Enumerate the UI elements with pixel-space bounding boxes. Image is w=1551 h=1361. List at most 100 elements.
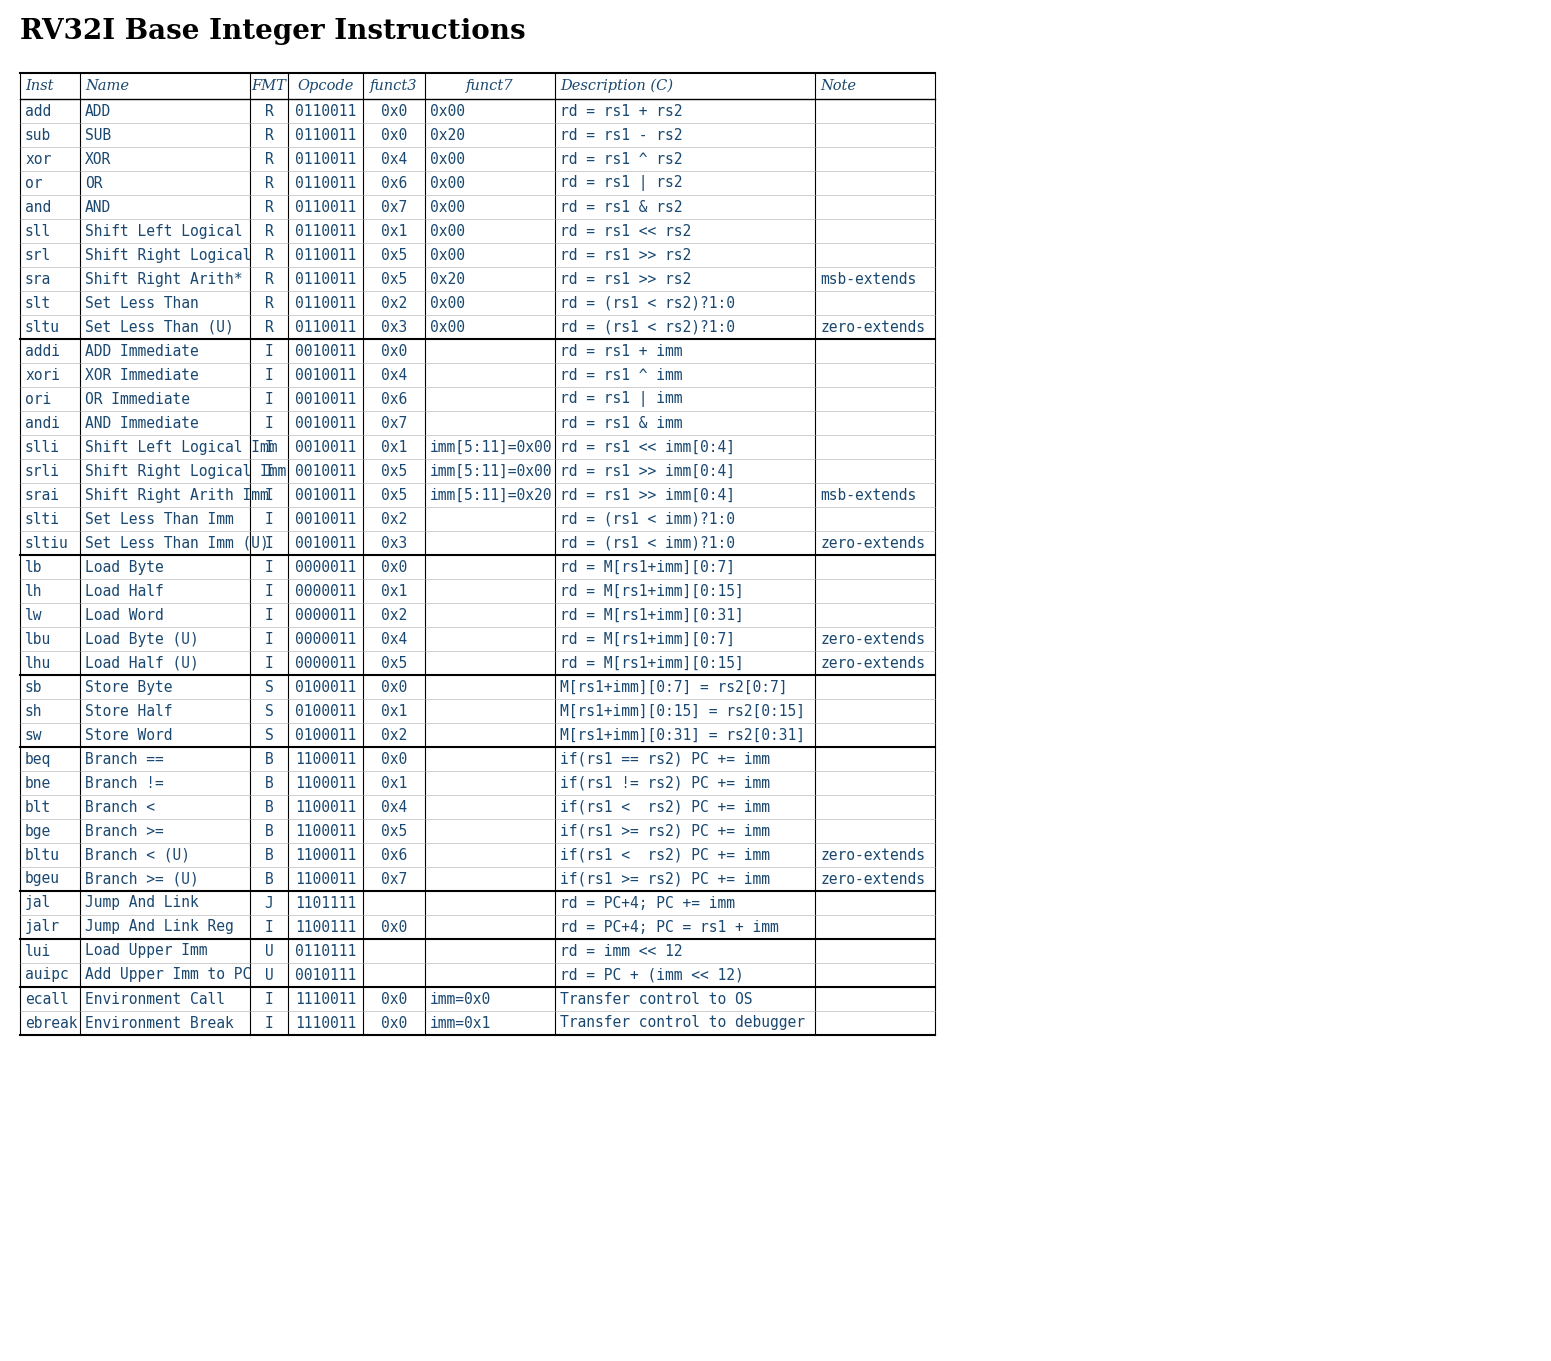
Text: sb: sb — [25, 679, 42, 694]
Text: xor: xor — [25, 151, 51, 166]
Text: B: B — [265, 799, 273, 814]
Text: sltiu: sltiu — [25, 535, 68, 550]
Text: slli: slli — [25, 440, 60, 455]
Text: msb-extends: msb-extends — [820, 271, 917, 287]
Text: Set Less Than (U): Set Less Than (U) — [85, 320, 234, 335]
Text: sw: sw — [25, 728, 42, 743]
Text: if(rs1 != rs2) PC += imm: if(rs1 != rs2) PC += imm — [560, 776, 769, 791]
Text: Jump And Link: Jump And Link — [85, 896, 199, 911]
Text: AND Immediate: AND Immediate — [85, 415, 199, 430]
Text: sub: sub — [25, 128, 51, 143]
Text: rd = rs1 >> imm[0:4]: rd = rs1 >> imm[0:4] — [560, 487, 735, 502]
Text: Branch !=: Branch != — [85, 776, 164, 791]
Text: msb-extends: msb-extends — [820, 487, 917, 502]
Text: Transfer control to debugger: Transfer control to debugger — [560, 1015, 805, 1030]
Text: FMT: FMT — [251, 79, 287, 93]
Text: zero-extends: zero-extends — [820, 535, 924, 550]
Text: 1101111: 1101111 — [295, 896, 357, 911]
Text: ecall: ecall — [25, 992, 68, 1007]
Text: SUB: SUB — [85, 128, 112, 143]
Text: slt: slt — [25, 295, 51, 310]
Text: 0010011: 0010011 — [295, 464, 357, 479]
Text: I: I — [265, 656, 273, 671]
Text: 0010011: 0010011 — [295, 487, 357, 502]
Text: 0x1: 0x1 — [382, 584, 406, 599]
Text: 0000011: 0000011 — [295, 559, 357, 574]
Text: Load Word: Load Word — [85, 607, 164, 622]
Text: srli: srli — [25, 464, 60, 479]
Text: beq: beq — [25, 751, 51, 766]
Text: 0x0: 0x0 — [382, 992, 406, 1007]
Text: 0110111: 0110111 — [295, 943, 357, 958]
Text: bgeu: bgeu — [25, 871, 60, 886]
Text: rd = rs1 - rs2: rd = rs1 - rs2 — [560, 128, 682, 143]
Text: 0110011: 0110011 — [295, 223, 357, 238]
Text: Store Word: Store Word — [85, 728, 172, 743]
Text: Branch ==: Branch == — [85, 751, 164, 766]
Text: Store Half: Store Half — [85, 704, 172, 719]
Text: I: I — [265, 992, 273, 1007]
Text: 0110011: 0110011 — [295, 176, 357, 191]
Text: OR Immediate: OR Immediate — [85, 392, 191, 407]
Text: B: B — [265, 776, 273, 791]
Text: Description (C): Description (C) — [560, 79, 673, 93]
Text: 0x0: 0x0 — [382, 128, 406, 143]
Text: I: I — [265, 367, 273, 382]
Text: S: S — [265, 704, 273, 719]
Text: rd = rs1 >> imm[0:4]: rd = rs1 >> imm[0:4] — [560, 464, 735, 479]
Text: 0110011: 0110011 — [295, 200, 357, 215]
Text: 0110011: 0110011 — [295, 295, 357, 310]
Text: I: I — [265, 535, 273, 550]
Text: 0x00: 0x00 — [430, 200, 465, 215]
Text: 0x5: 0x5 — [382, 464, 406, 479]
Text: R: R — [265, 103, 273, 118]
Text: Inst: Inst — [25, 79, 53, 93]
Text: 1100011: 1100011 — [295, 848, 357, 863]
Text: lh: lh — [25, 584, 42, 599]
Text: 0000011: 0000011 — [295, 656, 357, 671]
Text: bge: bge — [25, 823, 51, 838]
Text: 0x7: 0x7 — [382, 200, 406, 215]
Text: lhu: lhu — [25, 656, 51, 671]
Text: S: S — [265, 679, 273, 694]
Text: 0x00: 0x00 — [430, 176, 465, 191]
Text: R: R — [265, 151, 273, 166]
Text: 0x5: 0x5 — [382, 271, 406, 287]
Text: auipc: auipc — [25, 968, 68, 983]
Text: or: or — [25, 176, 42, 191]
Text: Shift Right Logical Imm: Shift Right Logical Imm — [85, 464, 287, 479]
Text: RV32I Base Integer Instructions: RV32I Base Integer Instructions — [20, 18, 526, 45]
Text: if(rs1 >= rs2) PC += imm: if(rs1 >= rs2) PC += imm — [560, 871, 769, 886]
Text: bltu: bltu — [25, 848, 60, 863]
Text: 1100111: 1100111 — [295, 920, 357, 935]
Text: 0010011: 0010011 — [295, 343, 357, 358]
Text: Load Half: Load Half — [85, 584, 164, 599]
Text: 0100011: 0100011 — [295, 704, 357, 719]
Text: 0x5: 0x5 — [382, 656, 406, 671]
Text: XOR Immediate: XOR Immediate — [85, 367, 199, 382]
Text: rd = M[rs1+imm][0:7]: rd = M[rs1+imm][0:7] — [560, 632, 735, 646]
Text: 0x1: 0x1 — [382, 776, 406, 791]
Text: Opcode: Opcode — [298, 79, 354, 93]
Text: 0x5: 0x5 — [382, 248, 406, 263]
Text: I: I — [265, 512, 273, 527]
Text: rd = M[rs1+imm][0:31]: rd = M[rs1+imm][0:31] — [560, 607, 744, 622]
Text: rd = rs1 >> rs2: rd = rs1 >> rs2 — [560, 271, 692, 287]
Text: R: R — [265, 176, 273, 191]
Text: Load Byte: Load Byte — [85, 559, 164, 574]
Text: 0x2: 0x2 — [382, 295, 406, 310]
Text: Shift Right Logical: Shift Right Logical — [85, 248, 251, 263]
Text: 0x6: 0x6 — [382, 848, 406, 863]
Text: R: R — [265, 295, 273, 310]
Text: 0100011: 0100011 — [295, 728, 357, 743]
Text: sltu: sltu — [25, 320, 60, 335]
Text: rd = imm << 12: rd = imm << 12 — [560, 943, 682, 958]
Text: R: R — [265, 200, 273, 215]
Text: 0x4: 0x4 — [382, 151, 406, 166]
Text: rd = rs1 + imm: rd = rs1 + imm — [560, 343, 682, 358]
Text: 0x20: 0x20 — [430, 128, 465, 143]
Text: zero-extends: zero-extends — [820, 848, 924, 863]
Text: 0x3: 0x3 — [382, 320, 406, 335]
Text: R: R — [265, 320, 273, 335]
Text: 0110011: 0110011 — [295, 103, 357, 118]
